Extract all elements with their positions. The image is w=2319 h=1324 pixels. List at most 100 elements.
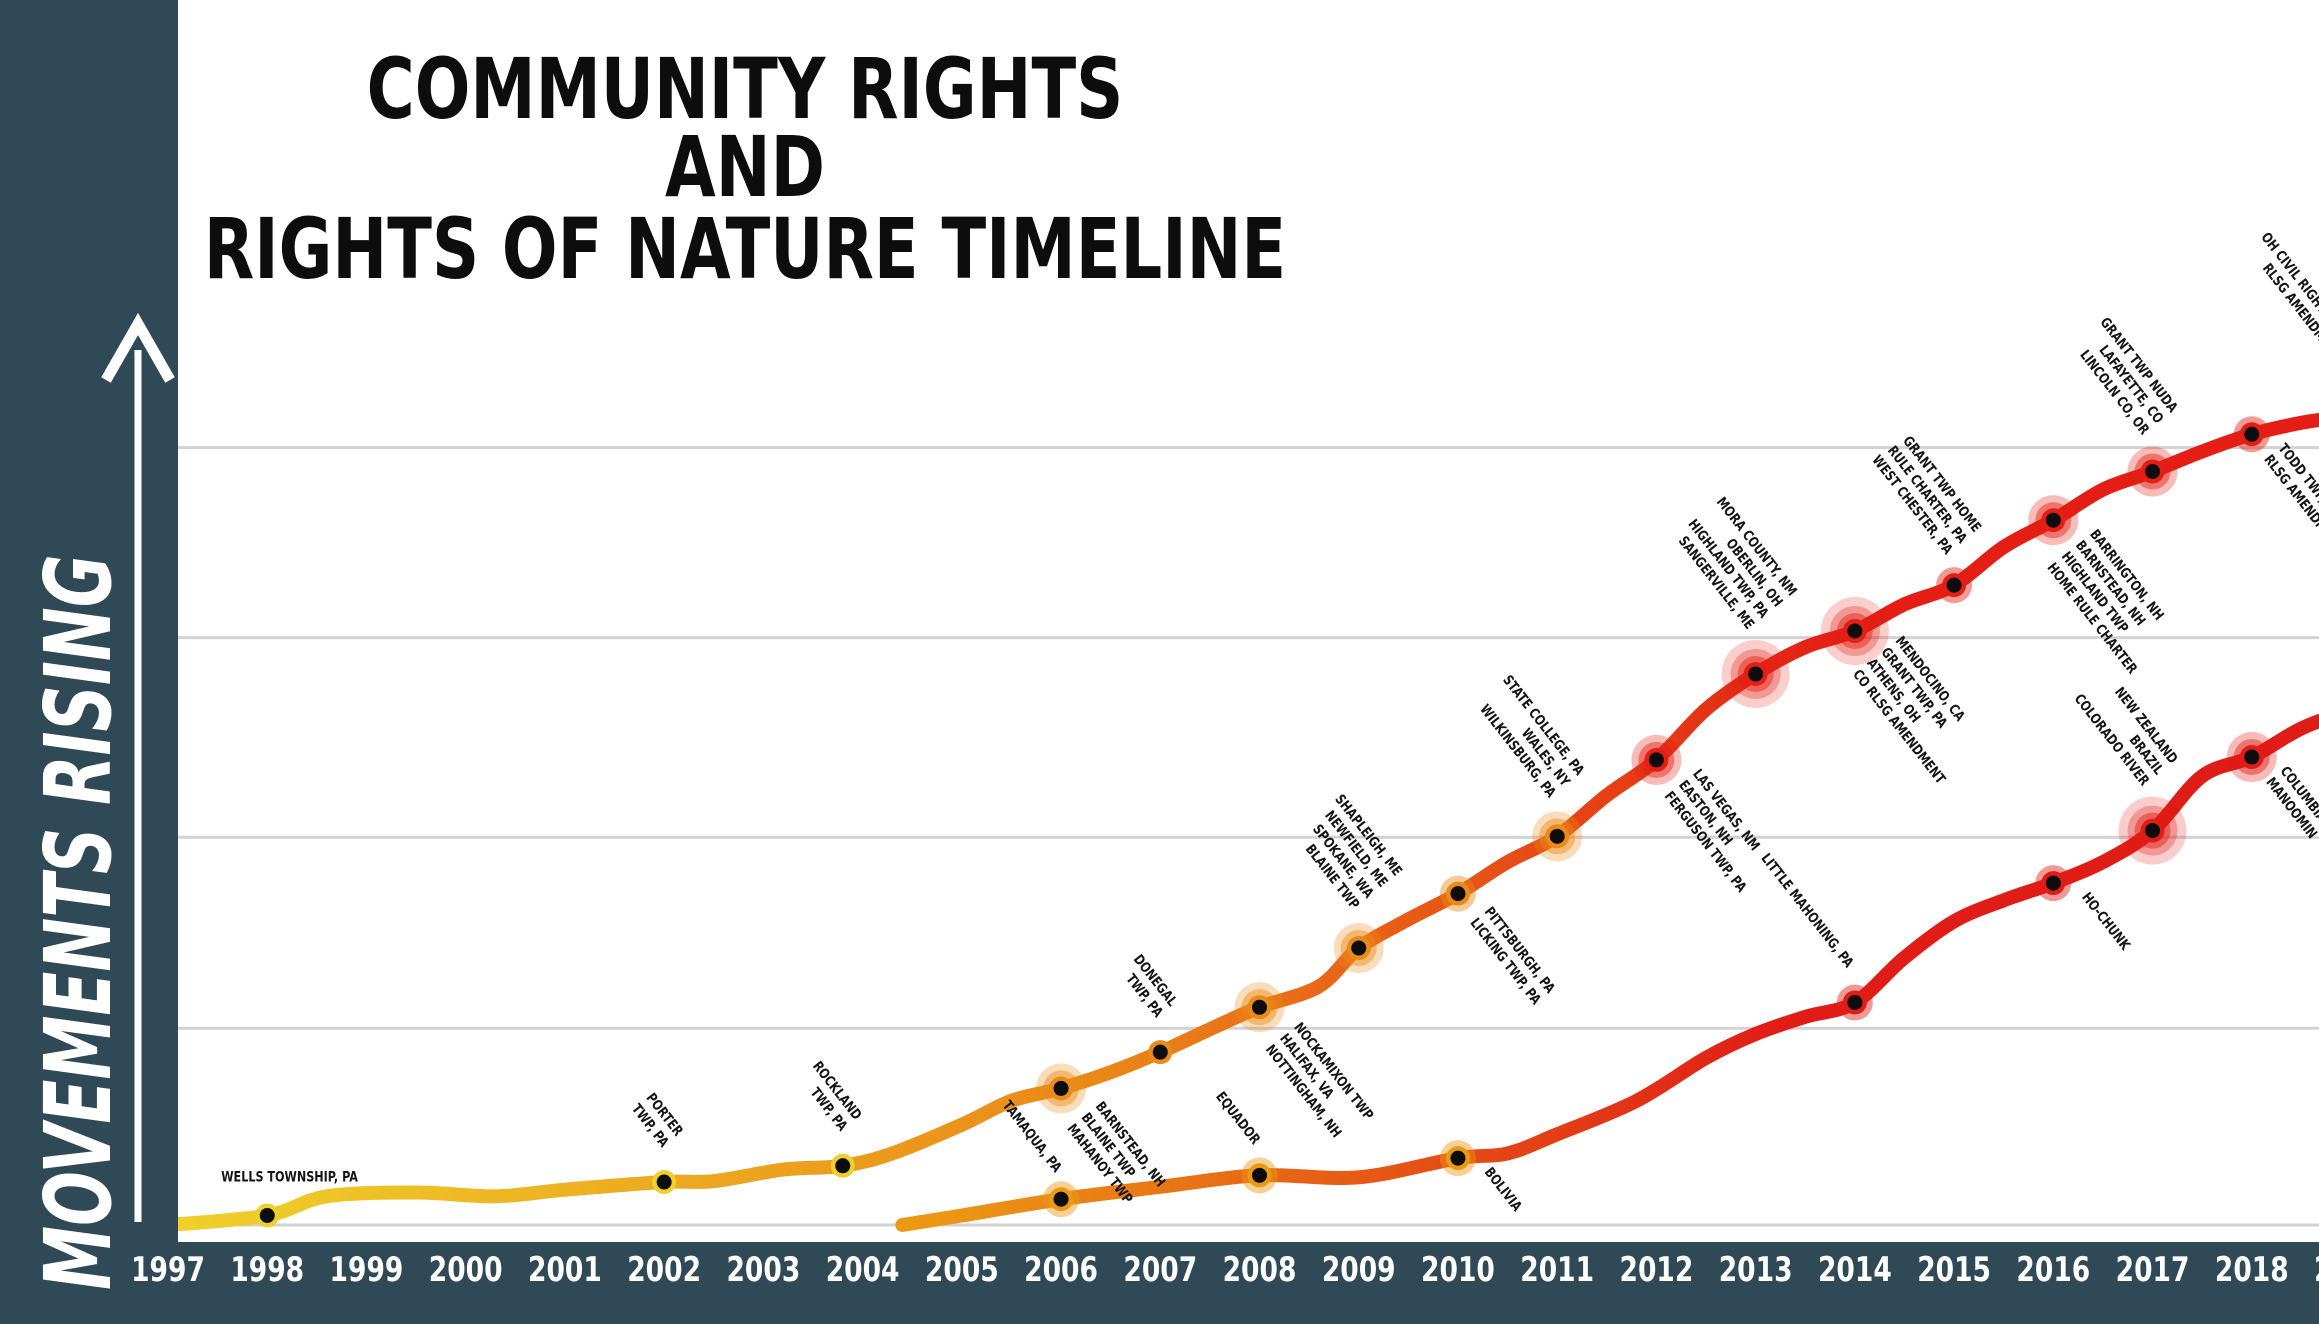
event-dot — [2244, 749, 2260, 765]
event-dot — [835, 1158, 851, 1174]
event-dot — [1252, 1167, 1267, 1183]
svg-text:OH CIVIL RIGHTS LAWSUITRLSG AM: OH CIVIL RIGHTS LAWSUITRLSG AMENDMENT, P… — [2244, 229, 2319, 382]
event-community_rights-2002 — [652, 1170, 677, 1195]
event-dot — [1152, 1044, 1168, 1060]
label-pittsburgh-pa: PITTSBURGH, PALICKING TWP, PA — [1467, 903, 1559, 1007]
year-tick-2019: 2019 — [2314, 1251, 2319, 1290]
event-dot — [1648, 752, 1664, 768]
event-labels: WELLS TOWNSHIP, PA PORTERTWP, PA ROCKLANDT… — [221, 229, 2319, 1214]
event-community_rights-2015 — [1936, 567, 1973, 604]
label-uganda: UGANDALEBOR — [2315, 609, 2319, 673]
year-tick-2012: 2012 — [1620, 1251, 1694, 1290]
event-community_rights-2011 — [1532, 811, 1583, 862]
svg-text:HO-CHUNK: HO-CHUNK — [2079, 889, 2135, 954]
svg-text:WELLS TOWNSHIP, PA: WELLS TOWNSHIP, PA — [221, 1168, 358, 1185]
label-new-zealand: NEW ZEALANDBRAZILCOLORADO RIVER — [2071, 668, 2181, 789]
event-rights_of_nature-2018 — [2226, 732, 2277, 783]
event-community_rights-2008 — [1234, 982, 1285, 1033]
svg-text:COLUMBIAMANOOMIN: COLUMBIAMANOOMIN — [2263, 763, 2319, 842]
svg-text:DONEGALTWP, PA: DONEGALTWP, PA — [1116, 951, 1181, 1020]
event-dot — [1450, 1150, 1466, 1166]
event-community_rights-2018 — [2233, 416, 2270, 453]
up-arrow-icon — [101, 312, 175, 1222]
series-lines — [161, 412, 2319, 1232]
label-columbia: COLUMBIAMANOOMIN — [2263, 763, 2319, 842]
event-rights_of_nature-2006 — [1043, 1181, 1080, 1218]
svg-text:UGANDALEBOR: UGANDALEBOR — [2315, 609, 2319, 673]
event-dot — [2045, 875, 2061, 891]
year-tick-2007: 2007 — [1123, 1251, 1197, 1290]
svg-text:EQUADOR: EQUADOR — [1213, 1088, 1264, 1147]
event-dot — [2145, 464, 2161, 480]
year-tick-2016: 2016 — [2016, 1251, 2090, 1290]
title-line-1: COMMUNITY RIGHTS — [367, 40, 1124, 138]
svg-text:ROCKLANDTWP, PA: ROCKLANDTWP, PA — [795, 1058, 865, 1134]
svg-text:LAS VEGAS, NMEASTON, NHFERGUSO: LAS VEGAS, NMEASTON, NHFERGUSON TWP, PA — [1661, 766, 1778, 895]
svg-text:LITTLE MAHONING, PA: LITTLE MAHONING, PA — [1758, 850, 1857, 971]
label-barrington-nh: BARRINGTON, NHBARNSTEAD, NHHIGHLAND TWPH… — [2044, 526, 2167, 677]
event-community_rights-2003.8 — [830, 1153, 855, 1178]
year-tick-2009: 2009 — [1322, 1251, 1396, 1290]
event-rights_of_nature-2016 — [2035, 865, 2072, 902]
svg-text:PORTERTWP, PA: PORTERTWP, PA — [629, 1089, 687, 1150]
label-donegal: DONEGALTWP, PA — [1116, 951, 1181, 1020]
label-shapleigh-me: SHAPLEIGH, MENEWFIELD, MESPOKANE, WABLAI… — [1289, 791, 1405, 912]
sidebar-panel — [0, 0, 178, 1324]
svg-text:TODD TWP, PARLSG AMENDMENT, NH: TODD TWP, PARLSG AMENDMENT, NH — [2261, 440, 2319, 575]
year-tick-1998: 1998 — [230, 1251, 304, 1290]
svg-text:MORA COUNTY, NMOBERLIN, OHHIGH: MORA COUNTY, NMOBERLIN, OHHIGHLAND TWP, … — [1671, 494, 1801, 632]
year-tick-2000: 2000 — [429, 1251, 503, 1290]
label-rockland: ROCKLANDTWP, PA — [795, 1058, 865, 1134]
gridlines — [178, 446, 2319, 1227]
event-dot — [1549, 828, 1565, 844]
event-dot — [1847, 623, 1863, 639]
svg-text:STATE COLLEGE, PAWALES, NYWILK: STATE COLLEGE, PAWALES, NYWILKINSBURG, P… — [1471, 672, 1588, 801]
event-rights_of_nature-2014 — [1836, 984, 1873, 1021]
year-tick-2018: 2018 — [2215, 1251, 2289, 1290]
event-community_rights-2009 — [1333, 923, 1384, 974]
event-community_rights-2010 — [1439, 875, 1476, 912]
year-tick-2013: 2013 — [1719, 1251, 1793, 1290]
year-tick-2015: 2015 — [1917, 1251, 1991, 1290]
title-line-2: AND — [665, 118, 825, 216]
event-dot — [656, 1174, 672, 1190]
year-tick-1999: 1999 — [330, 1251, 404, 1290]
svg-text:GRANT TWP NUDALAFAYETTE, COLIN: GRANT TWP NUDALAFAYETTE, COLINCOLN CO, O… — [2069, 314, 2182, 438]
event-dot — [1946, 577, 1962, 593]
label-bolivia: BOLIVIA — [1481, 1164, 1525, 1214]
event-dot — [1748, 666, 1764, 682]
year-tick-2008: 2008 — [1223, 1251, 1297, 1290]
year-tick-2011: 2011 — [1520, 1251, 1594, 1290]
year-tick-2006: 2006 — [1024, 1251, 1098, 1290]
event-community_rights-2017 — [2127, 446, 2178, 497]
event-dot — [1053, 1080, 1069, 1096]
event-community_rights-2006 — [1036, 1063, 1087, 1114]
year-tick-2002: 2002 — [627, 1251, 701, 1290]
event-community_rights-1998 — [255, 1203, 280, 1228]
label-state-college-pa: STATE COLLEGE, PAWALES, NYWILKINSBURG, P… — [1471, 672, 1588, 801]
label-grant-twp-nuda: GRANT TWP NUDALAFAYETTE, COLINCOLN CO, O… — [2069, 314, 2182, 438]
event-community_rights-2016 — [2028, 495, 2079, 546]
label-ho-chunk: HO-CHUNK — [2079, 889, 2135, 954]
label-todd-twp-pa: TODD TWP, PARLSG AMENDMENT, NH — [2261, 440, 2319, 575]
svg-text:BOLIVIA: BOLIVIA — [1481, 1164, 1525, 1214]
event-rights_of_nature-2010 — [1439, 1140, 1476, 1177]
event-dot — [1252, 999, 1267, 1015]
label-little-mahoning-pa: LITTLE MAHONING, PA — [1758, 850, 1857, 971]
svg-text:NEW ZEALANDBRAZILCOLORADO RIVE: NEW ZEALANDBRAZILCOLORADO RIVER — [2071, 668, 2181, 788]
x-axis: 1997 1998 1999 2000 2001 2002 2003 2004 2005 2006… — [131, 1251, 2319, 1290]
svg-text:PITTSBURGH, PALICKING TWP, PA: PITTSBURGH, PALICKING TWP, PA — [1467, 903, 1559, 1007]
year-tick-2001: 2001 — [528, 1251, 602, 1290]
event-rights_of_nature-2017 — [2118, 796, 2187, 865]
event-dot — [1450, 886, 1466, 902]
svg-text:SHAPLEIGH, MENEWFIELD, MESPOKA: SHAPLEIGH, MENEWFIELD, MESPOKANE, WABLAI… — [1289, 791, 1405, 912]
year-tick-1997: 1997 — [131, 1251, 205, 1290]
event-community_rights-2013 — [1721, 639, 1790, 708]
event-dot — [2045, 512, 2061, 528]
event-community_rights-2007 — [1148, 1040, 1173, 1065]
line-rights_of_nature — [895, 713, 2319, 1232]
event-markers — [255, 416, 2277, 1228]
label-las-vegas-nm: LAS VEGAS, NMEASTON, NHFERGUSON TWP, PA — [1661, 766, 1778, 895]
line-community_rights — [161, 412, 2319, 1232]
